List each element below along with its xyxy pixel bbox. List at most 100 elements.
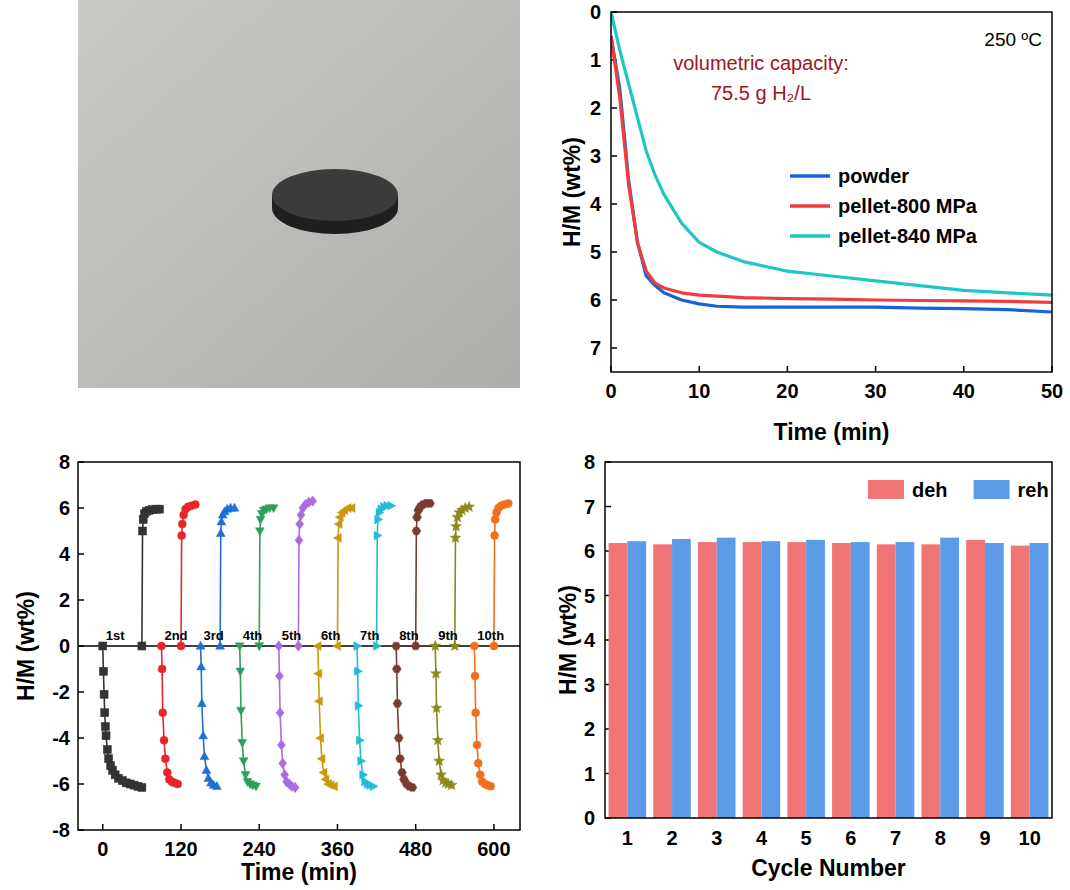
y-tick-label: 8 <box>59 451 70 473</box>
y-tick <box>78 737 84 739</box>
bar <box>921 544 940 818</box>
series-label: 3rd <box>204 628 224 643</box>
marker <box>354 667 362 676</box>
marker <box>471 672 479 680</box>
legend-swatch <box>974 480 1010 499</box>
marker <box>237 707 246 715</box>
bar <box>877 544 896 818</box>
x-tick-label: 3 <box>711 827 722 849</box>
y-tick-label: -6 <box>52 773 70 795</box>
y-tick-label: 7 <box>584 496 595 518</box>
y-axis-title: H/M (wt%) <box>555 585 581 695</box>
marker <box>291 782 299 792</box>
y-tick-label: 0 <box>590 1 601 23</box>
legend-swatch <box>868 480 904 499</box>
y-tick-label: 6 <box>59 497 70 519</box>
x-tick <box>337 824 339 830</box>
annotation: 75.5 g H₂/L <box>711 82 811 104</box>
series-line <box>240 508 274 786</box>
marker <box>358 757 366 766</box>
data-group <box>611 12 1052 312</box>
marker <box>255 643 264 651</box>
x-tick-label: 120 <box>164 838 197 860</box>
bar <box>832 543 851 818</box>
bar <box>787 542 806 818</box>
marker <box>235 643 244 651</box>
marker <box>487 782 495 790</box>
legend-label: powder <box>838 165 909 187</box>
marker <box>202 765 211 773</box>
y-tick <box>78 691 84 693</box>
y-tick-label: 3 <box>590 145 601 167</box>
marker <box>191 501 199 509</box>
marker <box>200 752 209 760</box>
y-axis-title: H/M (wt%) <box>13 591 39 701</box>
marker <box>100 690 108 698</box>
x-tick-label: 7 <box>890 827 901 849</box>
y-tick <box>611 251 617 253</box>
marker <box>99 642 107 650</box>
marker <box>431 703 442 713</box>
marker <box>212 782 221 790</box>
marker <box>276 708 284 718</box>
series-label: 4th <box>243 628 263 643</box>
x-tick <box>258 824 260 830</box>
bar <box>743 542 762 818</box>
y-tick-label: 8 <box>584 451 595 473</box>
bar <box>627 541 646 818</box>
annotation: 250 ºC <box>984 29 1042 50</box>
marker <box>236 668 245 676</box>
marker <box>138 642 146 650</box>
marker <box>333 534 341 543</box>
bar <box>940 538 959 818</box>
marker <box>446 780 457 790</box>
photo <box>78 0 520 388</box>
y-tick-label: 4 <box>590 193 602 215</box>
x-axis-title: Time (min) <box>774 419 890 445</box>
marker <box>504 499 512 507</box>
marker <box>396 755 405 763</box>
marker <box>277 740 285 750</box>
y-tick <box>78 507 84 509</box>
legend-swatch <box>790 174 830 178</box>
marker <box>398 769 407 777</box>
series-label: 2nd <box>164 628 187 643</box>
bar <box>1030 543 1049 818</box>
marker <box>314 669 322 678</box>
marker <box>238 739 247 747</box>
x-tick-label: 40 <box>953 380 975 402</box>
bar <box>896 542 915 818</box>
plot-frame <box>605 462 1052 818</box>
marker <box>411 642 420 650</box>
x-tick-label: 9 <box>979 827 990 849</box>
y-tick-label: 1 <box>590 49 601 71</box>
y-tick <box>605 506 611 508</box>
y-tick-label: 7 <box>590 337 601 359</box>
marker <box>160 736 168 744</box>
marker <box>159 709 167 717</box>
x-tick-label: 6 <box>845 827 856 849</box>
x-tick-label: 50 <box>1041 380 1063 402</box>
y-tick-label: 3 <box>584 674 595 696</box>
series-label: 5th <box>282 628 302 643</box>
marker <box>394 734 403 742</box>
marker <box>436 769 447 779</box>
x-tick-label: 30 <box>864 380 886 402</box>
marker <box>155 505 163 513</box>
marker <box>316 734 324 743</box>
marker <box>334 520 342 529</box>
y-tick-label: 5 <box>584 585 595 607</box>
marker <box>157 642 165 650</box>
annotations: 250 ºCvolumetric capacity:75.5 g H₂/L <box>673 29 1042 104</box>
y-tick-label: 2 <box>59 589 70 611</box>
marker <box>464 501 475 511</box>
marker <box>434 755 445 765</box>
y-tick-label: -2 <box>52 681 70 703</box>
marker <box>252 783 261 791</box>
x-tick <box>493 824 495 830</box>
bar <box>609 543 628 818</box>
legend-swatch <box>790 204 830 208</box>
marker <box>230 503 239 511</box>
legend: dehreh <box>868 479 1049 501</box>
marker <box>426 500 435 508</box>
